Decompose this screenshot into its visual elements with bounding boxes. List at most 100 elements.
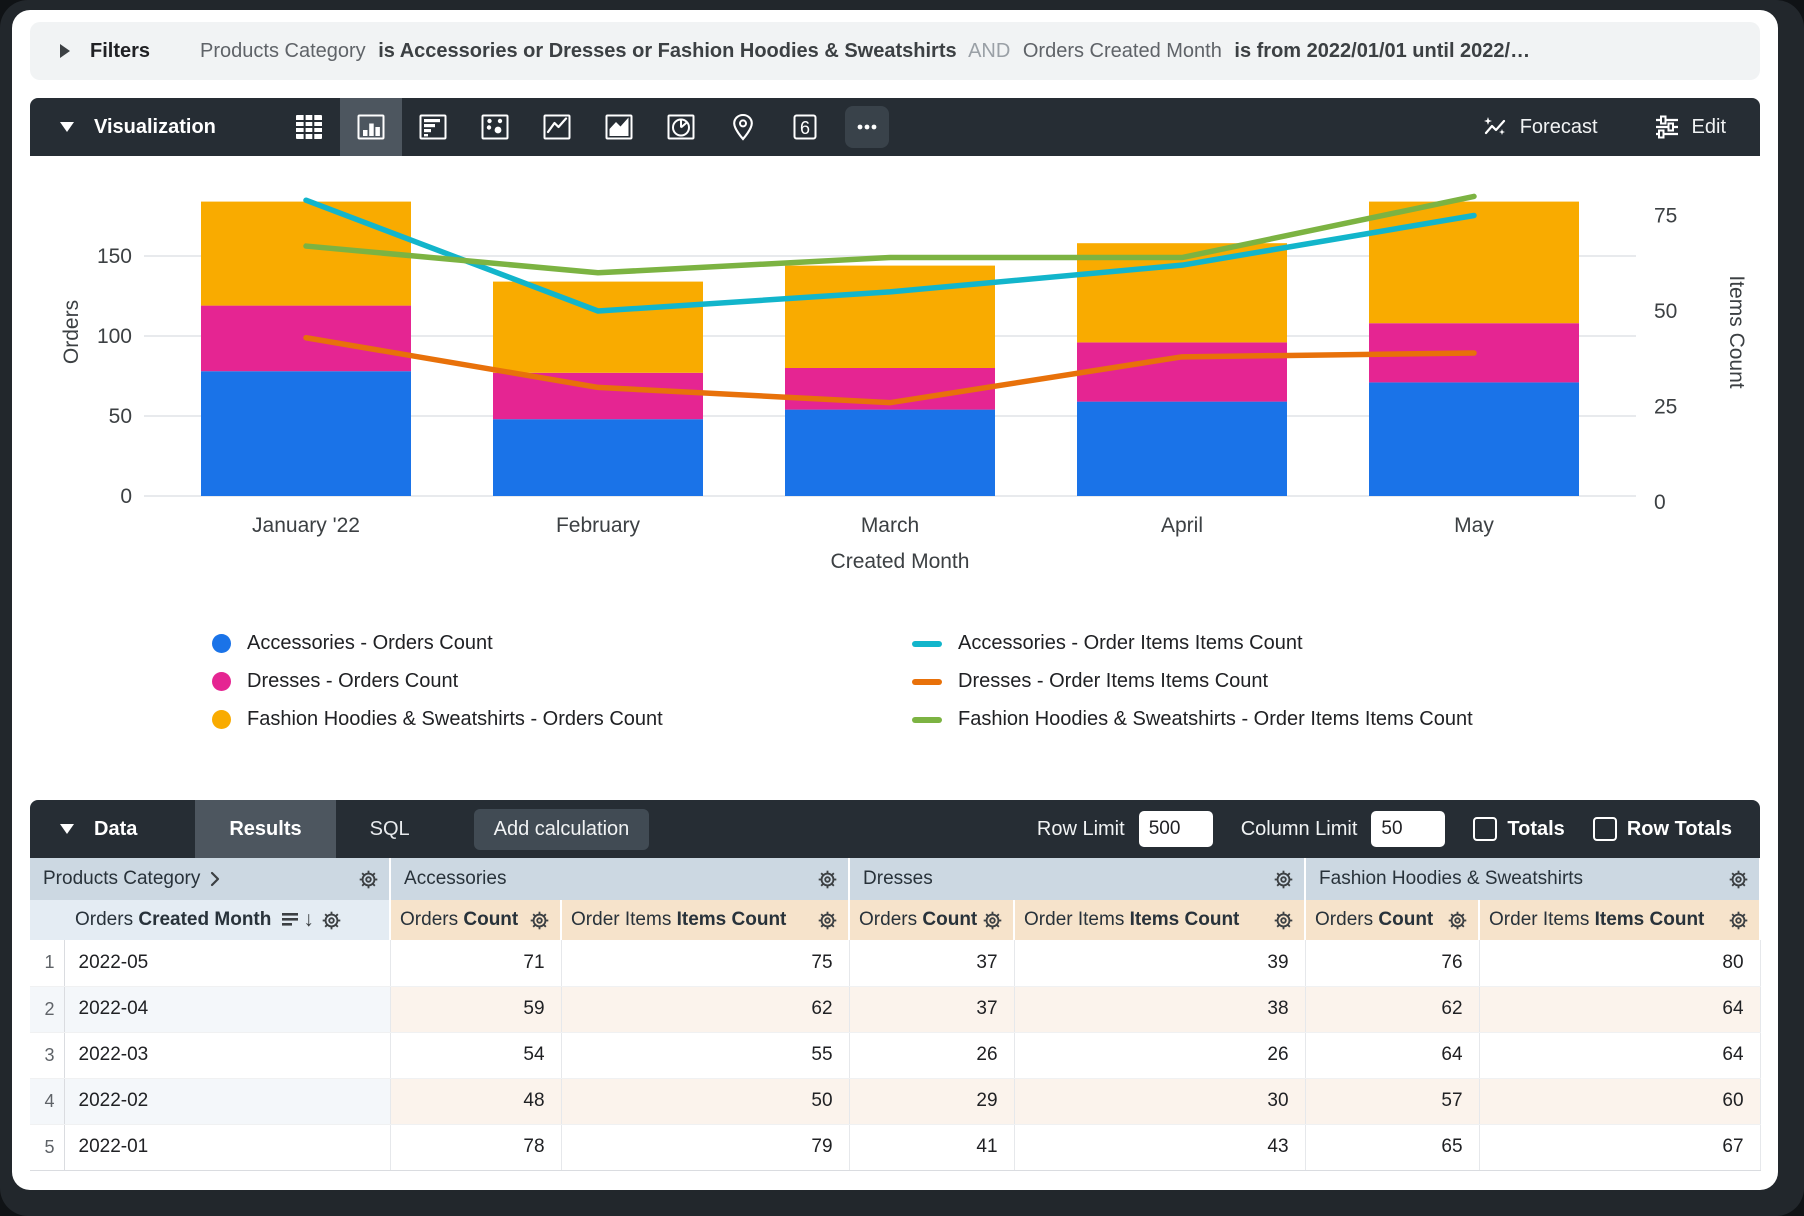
column-limit-label: Column Limit bbox=[1240, 817, 1358, 840]
viz-type-bar-chart-button[interactable] bbox=[402, 98, 464, 156]
filters-bar[interactable]: Filters Products Category is Accessories… bbox=[30, 22, 1760, 80]
value-cell[interactable]: 71 bbox=[390, 940, 562, 987]
value-cell[interactable]: 26 bbox=[1014, 1032, 1306, 1079]
legend-label: Accessories - Order Items Items Count bbox=[958, 632, 1303, 654]
viz-type-column-chart-button[interactable] bbox=[339, 98, 402, 156]
totals-checkbox[interactable] bbox=[1473, 817, 1498, 841]
value-cell[interactable]: 41 bbox=[849, 1124, 1015, 1171]
bar-chart-icon bbox=[419, 114, 447, 140]
value-cell[interactable]: 48 bbox=[390, 1078, 562, 1125]
value-cell[interactable]: 62 bbox=[1305, 986, 1480, 1033]
value-cell[interactable]: 39 bbox=[1014, 940, 1306, 987]
value-cell[interactable]: 76 bbox=[1305, 940, 1480, 987]
forecast-button[interactable]: Forecast bbox=[1482, 114, 1598, 140]
viz-type-line-chart-button[interactable] bbox=[526, 98, 588, 156]
value-cell[interactable]: 37 bbox=[849, 986, 1015, 1033]
measure-column-header[interactable]: Orders Count bbox=[390, 900, 563, 940]
legend-item[interactable]: Dresses - Order Items Items Count bbox=[912, 670, 1473, 693]
value-cell[interactable]: 43 bbox=[1014, 1124, 1306, 1171]
measure-column-header[interactable]: Orders Count bbox=[1305, 900, 1481, 940]
gear-icon[interactable] bbox=[528, 909, 551, 932]
column-group-accessories[interactable]: Accessories bbox=[390, 858, 851, 900]
combo-chart[interactable]: 0 50 100 150 0 25 50 75 January '22 February March… bbox=[30, 156, 1760, 626]
tab-sql[interactable]: SQL bbox=[369, 817, 410, 840]
measure-column-header[interactable]: Order Items Items Count bbox=[1479, 900, 1762, 940]
column-header-orders-created-month[interactable]: Orders Created Month ↓ bbox=[30, 900, 392, 940]
value-cell[interactable]: 50 bbox=[561, 1078, 850, 1125]
gear-icon[interactable] bbox=[357, 868, 380, 891]
month-cell[interactable]: 2022-05 bbox=[64, 940, 391, 987]
gear-icon[interactable] bbox=[1727, 909, 1750, 932]
value-cell[interactable]: 30 bbox=[1014, 1078, 1306, 1125]
row-totals-toggle[interactable]: Row Totals bbox=[1592, 817, 1732, 841]
legend-item[interactable]: Accessories - Orders Count bbox=[212, 632, 912, 655]
column-group-products-category[interactable]: Products Category bbox=[30, 858, 392, 900]
row-limit-input[interactable] bbox=[1138, 811, 1213, 847]
value-cell[interactable]: 29 bbox=[849, 1078, 1015, 1125]
measure-column-header[interactable]: Order Items Items Count bbox=[561, 900, 851, 940]
legend-item[interactable]: Dresses - Orders Count bbox=[212, 670, 912, 693]
gear-icon[interactable] bbox=[816, 868, 839, 891]
value-cell[interactable]: 59 bbox=[390, 986, 562, 1033]
gear-icon[interactable] bbox=[1446, 909, 1469, 932]
value-cell[interactable]: 38 bbox=[1014, 986, 1306, 1033]
column-group-fashion-hoodies[interactable]: Fashion Hoodies & Sweatshirts bbox=[1305, 858, 1762, 900]
viz-type-table-button[interactable] bbox=[278, 98, 340, 156]
column-label: Orders Count bbox=[400, 909, 519, 930]
legend-swatch-dresses-items bbox=[912, 678, 942, 685]
gear-icon[interactable] bbox=[816, 909, 839, 932]
value-cell[interactable]: 64 bbox=[1479, 1032, 1761, 1079]
month-cell[interactable]: 2022-02 bbox=[64, 1078, 391, 1125]
gear-icon[interactable] bbox=[320, 909, 343, 932]
value-cell[interactable]: 75 bbox=[561, 940, 850, 987]
value-cell[interactable]: 64 bbox=[1305, 1032, 1480, 1079]
gear-icon[interactable] bbox=[981, 909, 1004, 932]
value-cell[interactable]: 55 bbox=[561, 1032, 850, 1079]
viz-type-pie-chart-button[interactable] bbox=[650, 98, 712, 156]
gear-icon[interactable] bbox=[1727, 868, 1750, 891]
value-cell[interactable]: 80 bbox=[1479, 940, 1761, 987]
viz-type-map-button[interactable] bbox=[712, 98, 774, 156]
legend-item[interactable]: Fashion Hoodies & Sweatshirts - Orders C… bbox=[212, 708, 912, 731]
viz-type-more-button[interactable] bbox=[836, 98, 898, 156]
month-cell[interactable]: 2022-03 bbox=[64, 1032, 391, 1079]
viz-type-single-value-button[interactable]: 6 bbox=[774, 98, 836, 156]
row-totals-checkbox[interactable] bbox=[1592, 817, 1617, 841]
value-cell[interactable]: 26 bbox=[849, 1032, 1015, 1079]
value-cell[interactable]: 78 bbox=[390, 1124, 562, 1171]
column-group-dresses[interactable]: Dresses bbox=[849, 858, 1307, 900]
value-cell[interactable]: 57 bbox=[1305, 1078, 1480, 1125]
gear-icon[interactable] bbox=[1272, 909, 1295, 932]
viz-type-area-chart-button[interactable] bbox=[588, 98, 650, 156]
value-cell[interactable]: 67 bbox=[1479, 1124, 1761, 1171]
value-cell[interactable]: 62 bbox=[561, 986, 850, 1033]
totals-toggle[interactable]: Totals bbox=[1473, 817, 1565, 841]
value-cell[interactable]: 64 bbox=[1479, 986, 1761, 1033]
group-label: Products Category bbox=[43, 868, 201, 889]
chart-panel[interactable]: 0 50 100 150 0 25 50 75 January '22 February March… bbox=[30, 156, 1760, 626]
legend-item[interactable]: Fashion Hoodies & Sweatshirts - Order It… bbox=[912, 708, 1473, 731]
value-cell[interactable]: 37 bbox=[849, 940, 1015, 987]
gear-icon[interactable] bbox=[1272, 868, 1295, 891]
value-cell[interactable]: 54 bbox=[390, 1032, 562, 1079]
collapse-data-button[interactable]: Data bbox=[56, 818, 137, 841]
expand-filters-icon[interactable] bbox=[60, 44, 70, 58]
value-cell[interactable]: 60 bbox=[1479, 1078, 1761, 1125]
column-label: Order Items Items Count bbox=[571, 909, 787, 930]
value-cell[interactable]: 65 bbox=[1305, 1124, 1480, 1171]
add-calculation-button[interactable]: Add calculation bbox=[473, 808, 650, 850]
legend-item[interactable]: Accessories - Order Items Items Count bbox=[912, 632, 1473, 655]
svg-text:Created Month: Created Month bbox=[831, 550, 970, 573]
edit-button[interactable]: Edit bbox=[1654, 114, 1726, 140]
column-limit-input[interactable] bbox=[1371, 811, 1446, 847]
month-cell[interactable]: 2022-01 bbox=[64, 1124, 391, 1171]
edit-label: Edit bbox=[1691, 115, 1726, 138]
value-cell[interactable]: 79 bbox=[561, 1124, 850, 1171]
edit-sliders-icon bbox=[1655, 115, 1678, 139]
month-cell[interactable]: 2022-04 bbox=[64, 986, 391, 1033]
tab-results[interactable]: Results bbox=[195, 800, 336, 858]
viz-type-scatter-button[interactable] bbox=[464, 98, 526, 156]
measure-column-header[interactable]: Order Items Items Count bbox=[1014, 900, 1307, 940]
measure-column-header[interactable]: Orders Count bbox=[849, 900, 1016, 940]
collapse-visualization-button[interactable]: Visualization bbox=[56, 116, 216, 139]
